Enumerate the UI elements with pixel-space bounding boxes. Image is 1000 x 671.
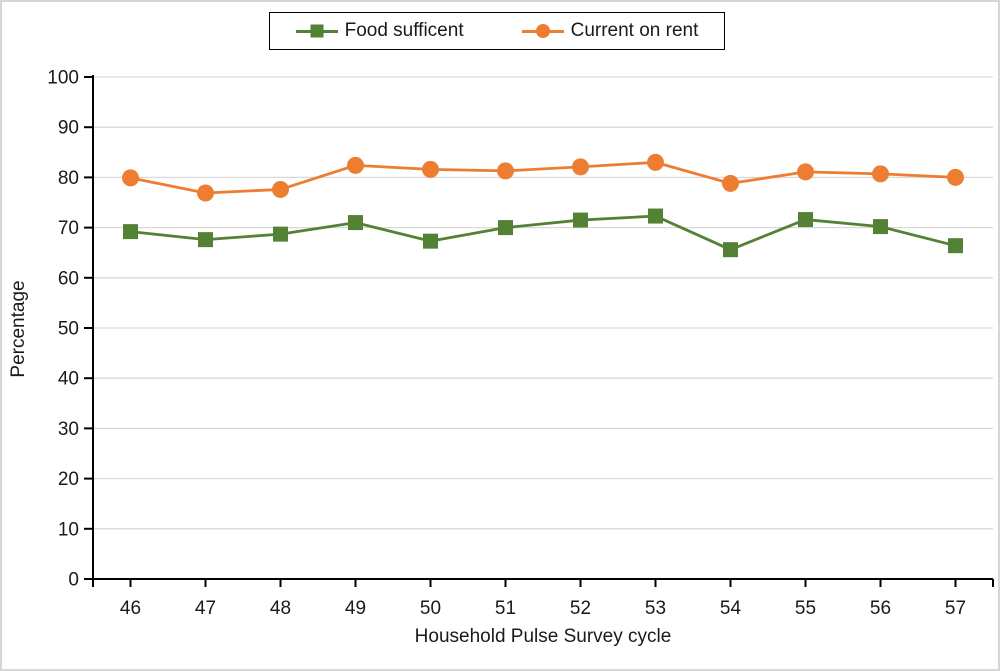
data-point-square <box>123 224 138 240</box>
y-tick-label: 80 <box>58 168 79 189</box>
y-tick-label: 0 <box>68 570 79 591</box>
data-point-square <box>198 232 213 248</box>
data-point-square <box>348 215 363 231</box>
y-tick-label: 20 <box>58 469 79 490</box>
x-tick-label: 57 <box>945 598 966 619</box>
x-tick-label: 47 <box>195 598 216 619</box>
x-tick-label: 52 <box>570 598 591 619</box>
x-tick-label: 50 <box>420 598 441 619</box>
legend-item-food-sufficent: Food sufficent <box>295 20 464 42</box>
legend-item-current-on-rent: Current on rent <box>521 20 699 42</box>
data-point-square <box>498 220 513 236</box>
data-point-square <box>873 219 888 235</box>
data-point-square <box>423 233 438 249</box>
x-tick-label: 48 <box>270 598 291 619</box>
data-point-circle <box>872 165 889 183</box>
data-point-circle <box>722 174 739 192</box>
data-point-square <box>798 212 813 228</box>
legend-label: Food sufficent <box>344 20 464 41</box>
series-line-circle <box>130 160 956 195</box>
x-tick-label: 51 <box>495 598 516 619</box>
data-point-square <box>648 208 663 224</box>
legend-square-marker-icon <box>295 23 338 40</box>
data-point-circle <box>347 156 364 174</box>
legend-label: Current on rent <box>570 20 699 41</box>
data-point-circle <box>497 162 514 180</box>
x-tick-label: 49 <box>345 598 366 619</box>
x-tick-label: 53 <box>645 598 666 619</box>
y-tick-label: 50 <box>58 319 79 340</box>
y-tick-label: 30 <box>58 419 79 440</box>
x-tick-label: 46 <box>120 598 141 619</box>
y-axis-title: Percentage <box>8 280 29 378</box>
data-point-circle <box>947 168 964 186</box>
legend-circle-marker-icon <box>521 23 564 40</box>
data-point-circle <box>797 163 814 181</box>
y-tick-label: 40 <box>58 369 79 390</box>
data-point-circle <box>122 169 139 187</box>
data-point-square <box>948 238 963 254</box>
data-point-square <box>723 242 738 258</box>
data-point-circle <box>422 160 439 178</box>
x-axis-title: Household Pulse Survey cycle <box>414 626 672 647</box>
data-point-circle <box>572 158 589 176</box>
data-point-circle <box>647 153 664 171</box>
y-tick-label: 90 <box>58 118 79 139</box>
data-point-square <box>573 212 588 228</box>
data-point-circle <box>197 184 214 202</box>
data-point-square <box>273 226 288 242</box>
y-tick-label: 70 <box>58 218 79 239</box>
x-tick-label: 55 <box>795 598 816 619</box>
y-tick-label: 100 <box>47 68 79 89</box>
data-point-circle <box>272 180 289 198</box>
x-tick-label: 54 <box>720 598 742 619</box>
y-tick-label: 60 <box>58 268 79 289</box>
legend: Food sufficent Current on rent <box>269 12 725 50</box>
series-line-square <box>130 214 956 252</box>
x-tick-label: 56 <box>870 598 891 619</box>
y-tick-label: 10 <box>58 519 79 540</box>
